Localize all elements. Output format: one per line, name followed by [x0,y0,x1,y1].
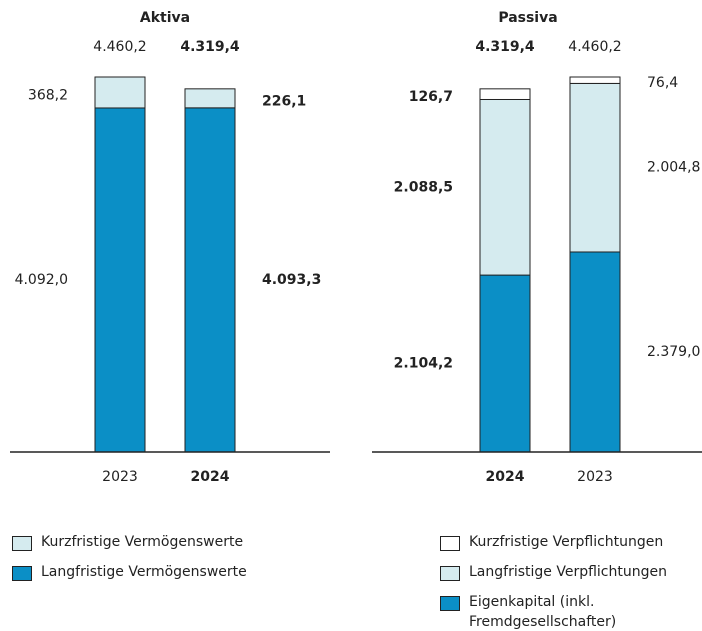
bar-segment [479,274,531,453]
total-label: 4.460,2 [93,39,146,55]
value-label: 2.379,0 [647,344,700,360]
legend-item: Kurzfristige Verpflichtungen [440,534,702,552]
x-tick-label: 2024 [191,469,230,485]
value-label: 4.092,0 [15,272,68,288]
chart-title: Aktiva [140,10,190,26]
legend-label: Kurzfristige Verpflichtungen [469,534,664,550]
bar-segment [479,88,531,100]
total-label: 4.319,4 [475,39,535,55]
legend: Kurzfristige Vermögenswerte Langfristige … [12,534,342,594]
bar-segment [569,82,621,253]
bar-segment [479,98,531,276]
bar-segment [94,76,146,109]
legend-label: Kurzfristige Vermögenswerte [41,534,244,550]
value-label: 2.004,8 [647,160,700,176]
bar-segment [569,251,621,453]
legend-item: Eigenkapital (inkl. Fremdgesellschafter) [440,594,702,631]
total-label: 4.460,2 [568,39,621,55]
value-label: 4.093,3 [262,272,321,288]
value-label: 2.104,2 [394,356,453,372]
legend-item: Kurzfristige Vermögenswerte [12,534,342,552]
legend-label: Eigenkapital (inkl. Fremdgesellschafter) [469,594,617,630]
value-label: 2.088,5 [394,179,453,195]
chart-title: Passiva [498,10,557,26]
legend: Kurzfristige Verpflichtungen Langfristige… [440,534,702,631]
legend-label: Langfristige Verpflichtungen [469,564,667,580]
x-tick-label: 2023 [577,469,613,485]
legend-swatch [12,566,32,581]
value-label: 368,2 [28,87,68,103]
bar-segment [569,76,621,84]
legend-swatch [440,566,460,581]
x-tick-label: 2023 [102,469,138,485]
value-label: 126,7 [409,89,453,105]
legend-swatch [440,536,460,551]
bar-segment [94,107,146,453]
legend-swatch [440,596,460,611]
legend-swatch [12,536,32,551]
legend-label: Langfristige Vermögenswerte [41,564,247,580]
x-tick-label: 2024 [486,469,525,485]
legend-item: Langfristige Verpflichtungen [440,564,702,582]
bar-segment [184,107,236,453]
total-label: 4.319,4 [180,39,240,55]
value-label: 226,1 [262,93,306,109]
bar-segment [184,88,236,109]
legend-item: Langfristige Vermögenswerte [12,564,342,582]
value-label: 76,4 [647,75,678,91]
